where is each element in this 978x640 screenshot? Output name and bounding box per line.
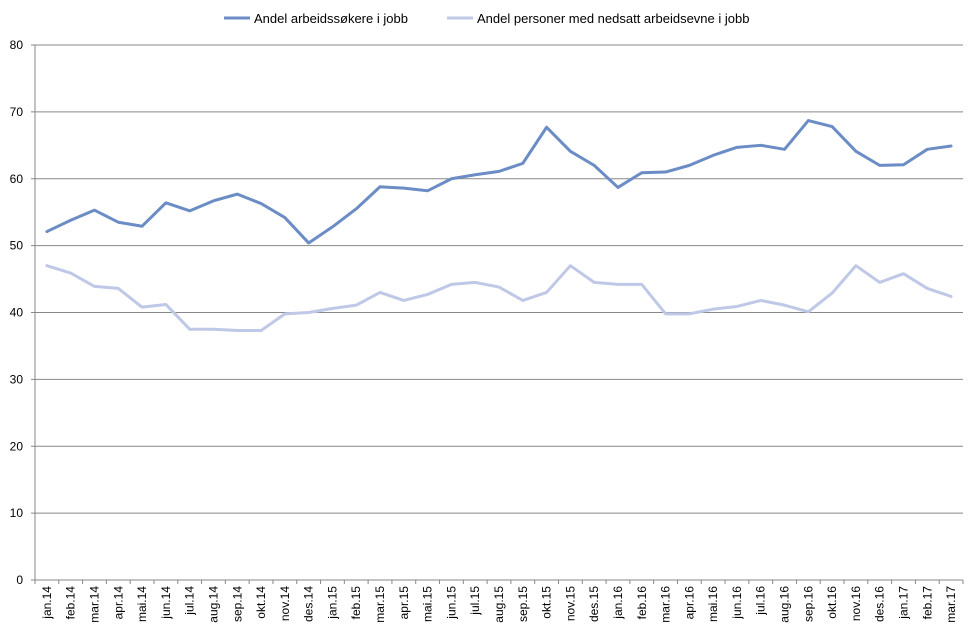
- x-tick-label-des.16: des.16: [873, 586, 887, 622]
- x-tick-label-okt.15: okt.15: [540, 586, 554, 619]
- legend: Andel arbeidssøkere i jobb Andel persone…: [224, 11, 749, 26]
- series-line-1: [45, 119, 953, 245]
- x-tick-label-feb.15: feb.15: [349, 586, 363, 620]
- x-tick-label-feb.16: feb.16: [635, 586, 649, 620]
- y-tick-label-10: 10: [10, 506, 24, 520]
- y-tick-label-70: 70: [10, 105, 24, 119]
- x-tick-label-sep.14: sep.14: [230, 586, 244, 622]
- x-tick-label-feb.14: feb.14: [64, 586, 78, 620]
- x-tick-label-mai.14: mai.14: [135, 586, 149, 622]
- x-tick-label-sep.15: sep.15: [516, 586, 530, 622]
- y-tick-label-80: 80: [10, 38, 24, 52]
- x-tick-label-nov.14: nov.14: [278, 586, 292, 621]
- x-tick-label-jun.16: jun.16: [730, 586, 744, 620]
- legend-label-series-2: Andel personer med nedsatt arbeidsevne i…: [477, 11, 749, 26]
- x-tick-label-sep.16: sep.16: [801, 586, 815, 622]
- x-tick-label-mai.15: mai.15: [421, 586, 435, 622]
- x-tick-label-nov.16: nov.16: [849, 586, 863, 621]
- x-tick-label-apr.15: apr.15: [397, 586, 411, 620]
- x-tick-label-aug.14: aug.14: [206, 586, 220, 623]
- x-tick-label-mai.16: mai.16: [706, 586, 720, 622]
- x-tick-label-jun.14: jun.14: [159, 586, 173, 620]
- x-tick-label-mar.15: mar.15: [373, 586, 387, 623]
- x-tick-label-jan.14: jan.14: [40, 586, 54, 620]
- legend-label-series-1: Andel arbeidssøkere i jobb: [254, 11, 408, 26]
- x-tick-label-mar.17: mar.17: [944, 586, 958, 623]
- series-lines: [45, 119, 953, 333]
- x-tick-label-jul.16: jul.16: [754, 586, 768, 616]
- y-tick-label-30: 30: [10, 372, 24, 386]
- x-tick-label-nov.15: nov.15: [563, 586, 577, 621]
- x-tick-label-mar.16: mar.16: [659, 586, 673, 623]
- x-tick-label-aug.16: aug.16: [778, 586, 792, 623]
- y-tick-label-40: 40: [10, 306, 24, 320]
- x-tick-label-mar.14: mar.14: [87, 586, 101, 623]
- y-tick-label-50: 50: [10, 239, 24, 253]
- x-tick-label-des.15: des.15: [587, 586, 601, 622]
- x-tick-label-jan.17: jan.17: [897, 586, 911, 620]
- x-tick-label-aug.15: aug.15: [492, 586, 506, 623]
- x-tick-label-des.14: des.14: [302, 586, 316, 622]
- x-tick-label-feb.17: feb.17: [920, 586, 934, 620]
- axes: [31, 44, 964, 584]
- x-tick-label-apr.14: apr.14: [111, 586, 125, 620]
- x-axis-tick-labels: jan.14 feb.14 mar.14 apr.14 mai.14 jun.14 jul.…: [40, 586, 958, 623]
- series-line-2: [45, 264, 953, 333]
- gridlines: [35, 44, 963, 514]
- y-tick-label-20: 20: [10, 439, 24, 453]
- x-tick-label-apr.16: apr.16: [682, 586, 696, 620]
- y-tick-label-0: 0: [16, 573, 23, 587]
- x-tick-label-jan.16: jan.16: [611, 586, 625, 620]
- x-tick-label-okt.14: okt.14: [254, 586, 268, 619]
- x-tick-label-jan.15: jan.15: [325, 586, 339, 620]
- x-tick-label-jul.15: jul.15: [468, 586, 482, 616]
- x-tick-label-jun.15: jun.15: [444, 586, 458, 620]
- x-tick-label-jul.14: jul.14: [183, 586, 197, 616]
- y-axis-tick-labels: 0 10 20 30 40 50 60 70 80: [10, 38, 24, 587]
- y-tick-label-60: 60: [10, 172, 24, 186]
- x-tick-label-okt.16: okt.16: [825, 586, 839, 619]
